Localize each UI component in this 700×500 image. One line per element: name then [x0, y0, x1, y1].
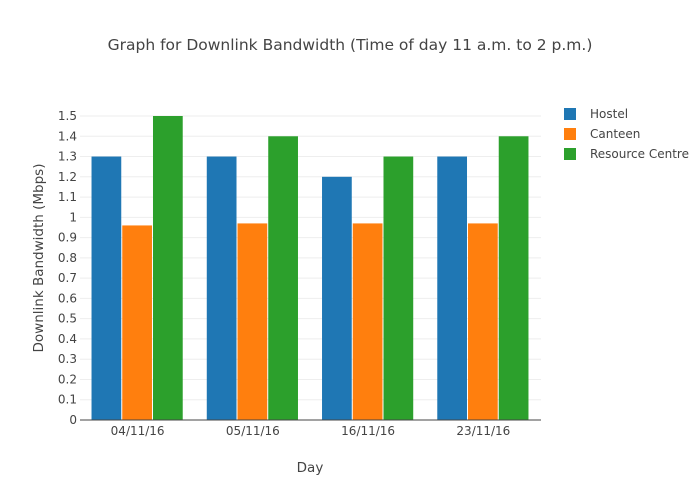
bars	[91, 116, 529, 421]
legend-label-canteen: Canteen	[590, 127, 640, 141]
bar-canteen-3	[468, 223, 498, 420]
bar-canteen-2	[352, 223, 383, 420]
y-axis-title: Downlink Bandwidth (Mbps)	[31, 164, 47, 353]
x-tick-labels: 04/11/16 05/11/16 16/11/16 23/11/16	[111, 424, 511, 438]
bar-hostel-3	[437, 156, 468, 421]
bar-hostel-0	[91, 156, 122, 421]
bar-resource-centre-2	[383, 156, 414, 421]
legend-swatch-hostel	[564, 108, 576, 120]
legend-label-resource-centre: Resource Centre	[590, 147, 689, 161]
bar-canteen-0	[122, 225, 152, 420]
y-tick-labels: 0 0.1 0.2 0.3 0.4 0.5 0.6 0.7 0.8 0.9 1 1.1 1.2 1.3 1.…	[58, 109, 77, 427]
legend: Hostel Canteen Resource Centre	[564, 107, 689, 161]
y-tick-label: 1.4	[58, 129, 77, 143]
y-tick-label: 1.2	[58, 170, 77, 184]
y-tick-label: 0.3	[58, 352, 77, 366]
legend-label-hostel: Hostel	[590, 107, 628, 121]
y-tick-label: 0.4	[58, 332, 77, 346]
bar-resource-centre-1	[268, 136, 298, 420]
x-axis-title: Day	[297, 460, 324, 476]
y-tick-label: 1.3	[58, 150, 77, 164]
y-tick-label: 0.5	[58, 312, 77, 326]
y-tick-label: 0.8	[58, 251, 77, 265]
bar-resource-centre-3	[498, 136, 529, 420]
bar-canteen-1	[237, 223, 268, 420]
y-tick-label: 1.1	[58, 190, 77, 204]
y-tick-label: 0.2	[58, 372, 77, 386]
legend-swatch-canteen	[564, 128, 576, 140]
y-tick-label: 0.9	[58, 231, 77, 245]
bar-hostel-1	[206, 156, 237, 421]
y-tick-label: 1	[69, 210, 77, 224]
bar-hostel-2	[322, 176, 352, 420]
x-tick-label: 23/11/16	[456, 424, 510, 438]
x-tick-label: 04/11/16	[111, 424, 165, 438]
y-tick-label: 1.5	[58, 109, 77, 123]
chart-title: Graph for Downlink Bandwidth (Time of da…	[108, 36, 593, 54]
bar-resource-centre-0	[152, 116, 183, 420]
x-tick-label: 05/11/16	[226, 424, 280, 438]
y-tick-label: 0.6	[58, 291, 77, 305]
x-tick-label: 16/11/16	[341, 424, 395, 438]
y-tick-label: 0	[69, 413, 77, 427]
y-tick-label: 0.7	[58, 271, 77, 285]
y-tick-label: 0.1	[58, 393, 77, 407]
legend-swatch-resource-centre	[564, 148, 576, 160]
